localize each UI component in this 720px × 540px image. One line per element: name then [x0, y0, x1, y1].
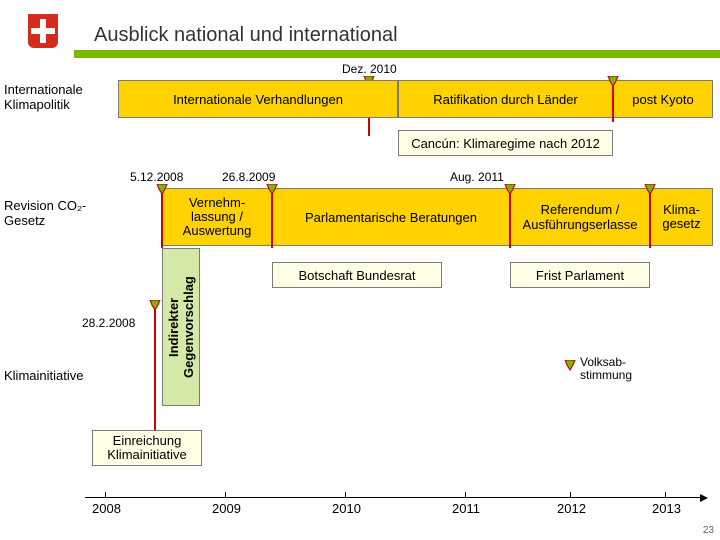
box-frist: Frist Parlament: [510, 262, 650, 288]
marker-vernehm-end: [265, 184, 279, 248]
year-2011: 2011: [452, 501, 480, 516]
year-2008: 2008: [92, 501, 121, 516]
marker-parl-end: [503, 184, 517, 248]
marker-post-kyoto: [606, 76, 620, 122]
box-klimagesetz: Klima- gesetz: [650, 188, 713, 246]
label-volksabst: Volksab- stimmung: [580, 356, 660, 382]
slide-number: 23: [703, 525, 714, 536]
box-vernehm: Vernehm- lassung / Auswertung: [162, 188, 272, 246]
aug-2011: Aug. 2011: [450, 170, 504, 184]
dez-2010-label: Dez. 2010: [342, 62, 397, 76]
box-referendum: Referendum / Ausführungserlasse: [510, 188, 650, 246]
box-parl-beratungen: Parlamentarische Beratungen: [272, 188, 510, 246]
indirekter-text: Indirekter Gegenvorschlag: [166, 251, 196, 403]
marker-vernehm-start: [155, 184, 169, 248]
box-botschaft: Botschaft Bundesrat: [272, 262, 442, 288]
date-26-8-2009: 26.8.2009: [222, 170, 275, 184]
timeline-arrow-icon: [700, 494, 708, 502]
box-post-kyoto: post Kyoto: [613, 80, 713, 118]
box-cancun: Cancún: Klimaregime nach 2012: [398, 130, 613, 156]
timeline-axis: [85, 497, 700, 498]
tick-2008: [105, 492, 106, 498]
date-28-2-2008: 28.2.2008: [82, 316, 135, 330]
year-2009: 2009: [212, 501, 241, 516]
date-5-12-2008: 5.12.2008: [130, 170, 183, 184]
year-2012: 2012: [557, 501, 586, 516]
tick-2011: [465, 492, 466, 498]
year-2013: 2013: [652, 501, 681, 516]
box-indirekter: Indirekter Gegenvorschlag: [162, 248, 200, 406]
tick-2013: [665, 492, 666, 498]
box-ratifikation: Ratifikation durch Länder: [398, 80, 613, 118]
tick-2009: [225, 492, 226, 498]
box-einreichung: Einreichung Klimainitiative: [92, 430, 202, 466]
swiss-shield-icon: [28, 14, 58, 48]
label-revision: Revision CO₂-Gesetz: [4, 198, 114, 228]
label-klimainitiative: Klimainitiative: [4, 368, 83, 383]
label-intl-klimapolitik: Internationale Klimapolitik: [4, 82, 114, 112]
page-title: Ausblick national und international: [94, 24, 398, 47]
header-green-bar: [74, 50, 720, 58]
marker-referendum-end: [643, 184, 657, 248]
tick-2010: [345, 492, 346, 498]
box-intl-verhandlungen: Internationale Verhandlungen: [118, 80, 398, 118]
marker-klimainitiative: [148, 300, 162, 446]
tick-2012: [570, 492, 571, 498]
year-2010: 2010: [332, 501, 361, 516]
marker-volksabst: [563, 360, 577, 382]
